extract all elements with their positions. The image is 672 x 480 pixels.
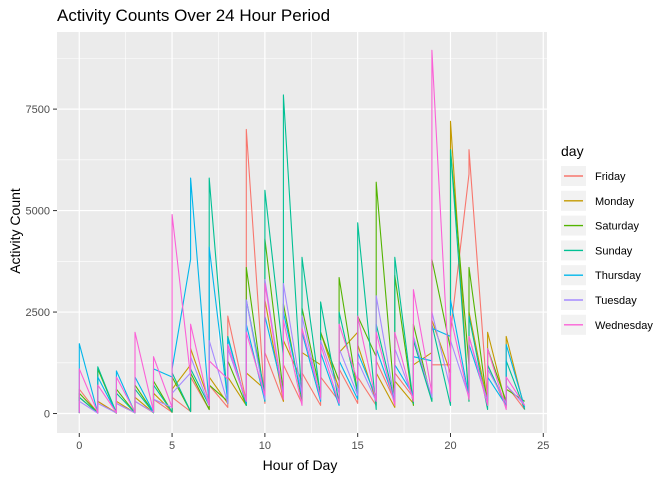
y-tick-label: 2500	[26, 307, 50, 319]
legend-label-monday: Monday	[595, 196, 635, 208]
legend-title: day	[561, 143, 584, 159]
legend-label-saturday: Saturday	[595, 221, 640, 233]
legend-label-thursday: Thursday	[595, 270, 641, 282]
series-line-wednesday	[78, 49, 526, 414]
x-tick-label: 10	[259, 440, 271, 452]
y-tick-label: 5000	[26, 206, 50, 218]
legend-label-tuesday: Tuesday	[595, 295, 637, 307]
legend-label-sunday: Sunday	[595, 245, 633, 257]
chart-title: Activity Counts Over 24 Hour Period	[57, 6, 330, 25]
x-tick-label: 25	[537, 440, 549, 452]
y-tick-label: 0	[44, 409, 50, 421]
plot-area: 0 5 10 15 20 25 0 2500 5000 7500	[26, 32, 549, 452]
x-tick-label: 15	[352, 440, 364, 452]
legend-label-friday: Friday	[595, 171, 626, 183]
legend: day Friday Monday Saturday Sunday Thursday Tu…	[561, 143, 653, 335]
y-axis-title: Activity Count	[7, 188, 23, 274]
x-tick-label: 20	[444, 440, 456, 452]
legend-label-wednesday: Wednesday	[595, 320, 653, 332]
x-tick-label: 0	[76, 440, 82, 452]
x-axis-title: Hour of Day	[263, 457, 338, 473]
y-tick-label: 7500	[26, 104, 50, 116]
x-tick-label: 5	[169, 440, 175, 452]
